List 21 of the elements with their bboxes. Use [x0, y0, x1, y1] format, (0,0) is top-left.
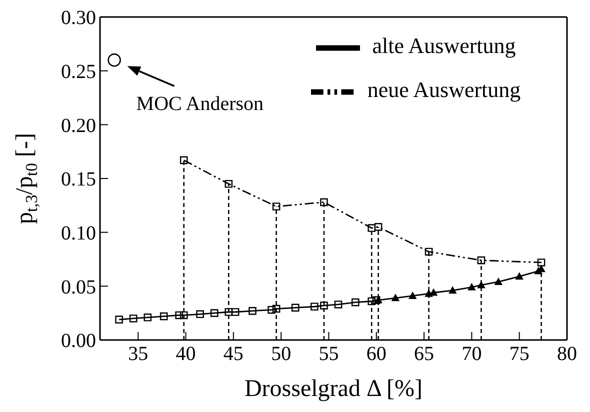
annotation: MOC Anderson — [136, 93, 264, 116]
y-tick-label: 0.10 — [61, 222, 96, 244]
x-tick-label: 80 — [557, 343, 577, 366]
y-tick-label: 0.05 — [61, 276, 96, 298]
x-tick-label: 75 — [509, 343, 530, 366]
y-tick-label: 0.30 — [61, 7, 96, 30]
x-tick-label: 40 — [176, 343, 196, 366]
x-tick-label: 55 — [318, 343, 339, 366]
y-tick-label: 0.00 — [61, 330, 96, 352]
x-tick-label: 45 — [223, 343, 244, 366]
legend-label: neue Auswertung — [367, 77, 521, 102]
y-tick-label: 0.20 — [61, 114, 96, 137]
legend-label: alte Auswertung — [372, 33, 516, 58]
x-tick-label: 50 — [271, 343, 292, 366]
x-tick-label: 70 — [462, 343, 482, 366]
y-tick-label: 0.25 — [61, 60, 96, 83]
y-tick-label: 0.15 — [61, 168, 96, 191]
x-tick-label: 35 — [128, 343, 148, 366]
x-tick-label: 65 — [414, 343, 434, 366]
x-axis-title: Drosselgrad Δ [%] — [244, 376, 423, 402]
x-tick-label: 60 — [366, 343, 386, 366]
